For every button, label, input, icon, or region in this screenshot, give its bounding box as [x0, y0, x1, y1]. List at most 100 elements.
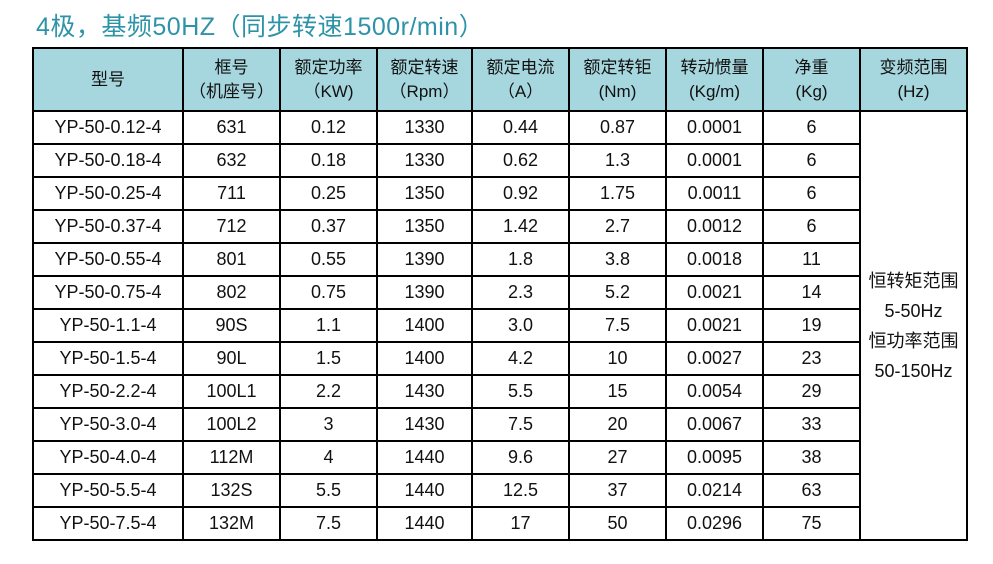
table-cell: 1400	[376, 341, 473, 376]
table-cell: 0.0018	[665, 242, 764, 277]
table-cell: 712	[182, 209, 281, 244]
table-cell: 0.37	[279, 209, 378, 244]
table-cell: 0.75	[279, 275, 378, 310]
table-cell: 6	[762, 143, 861, 178]
header-cell: 额定电流 （A）	[471, 47, 570, 112]
table-cell: 2.7	[568, 209, 667, 244]
table-cell: 0.0095	[665, 440, 764, 475]
note-line: 恒功率范围	[868, 330, 959, 351]
table-cell: 9.6	[471, 440, 570, 475]
table-cell: 802	[182, 275, 281, 310]
table-cell: 132M	[182, 506, 281, 541]
table-cell: 100L2	[182, 407, 281, 442]
table-cell: 2.2	[279, 374, 378, 409]
header-line-1: 型号	[91, 69, 125, 89]
header-cell: 变频范围 (Hz)	[859, 47, 968, 112]
table-cell: 7.5	[568, 308, 667, 343]
table-cell: 0.87	[568, 110, 667, 145]
header-line-1: 额定电流	[486, 57, 555, 77]
motor-spec-table: 型号 框号 （机座号） 额定功率 （KW) 额定转速 （Rpm） 额定电流 （A） 额定转钜 (Nm…	[32, 47, 968, 541]
table-cell: 0.0214	[665, 473, 764, 508]
table-cell: 4	[279, 440, 378, 475]
table-cell: 1350	[376, 176, 473, 211]
table-cell: 0.0012	[665, 209, 764, 244]
table-cell: 12.5	[471, 473, 570, 508]
header-line-2: （KW)	[303, 81, 354, 101]
table-cell: 50	[568, 506, 667, 541]
table-cell: 23	[762, 341, 861, 376]
table-cell: 0.0054	[665, 374, 764, 409]
model-cell: YP-50-0.18-4	[32, 143, 184, 178]
table-cell: 90S	[182, 308, 281, 343]
table-cell: 27	[568, 440, 667, 475]
table-cell: 1.5	[279, 341, 378, 376]
table-cell: 0.0067	[665, 407, 764, 442]
note-line: 恒转矩范围	[868, 270, 959, 291]
table-cell: 0.44	[471, 110, 570, 145]
table-cell: 1440	[376, 440, 473, 475]
table-cell: 14	[762, 275, 861, 310]
table-row: YP-50-0.12-4 631 0.12 1330 0.44 0.87 0.0001 6 恒转…	[32, 110, 968, 541]
table-cell: 3.0	[471, 308, 570, 343]
table-cell: 0.25	[279, 176, 378, 211]
model-cell: YP-50-0.37-4	[32, 209, 184, 244]
frequency-range-note: 恒转矩范围 5-50Hz 恒功率范围 50-150Hz	[859, 110, 968, 541]
model-cell: YP-50-1.5-4	[32, 341, 184, 376]
table-cell: 0.55	[279, 242, 378, 277]
table-cell: 100L1	[182, 374, 281, 409]
table-cell: 1400	[376, 308, 473, 343]
table-cell: 38	[762, 440, 861, 475]
header-line-2: (Hz)	[897, 81, 930, 101]
table-cell: 1.1	[279, 308, 378, 343]
header-cell: 转动惯量 (Kg/m)	[665, 47, 764, 112]
header-line-1: 额定功率	[294, 57, 363, 77]
table-cell: 0.62	[471, 143, 570, 178]
header-line-1: 框号	[214, 57, 249, 77]
table-row: YP-50-0.37-4 712 0.37 1350 1.42 2.7 0.0012 6	[32, 209, 967, 244]
table-cell: 0.18	[279, 143, 378, 178]
header-cell: 净重 (Kg)	[762, 47, 861, 112]
table-cell: 2.3	[471, 275, 570, 310]
header-line-1: 净重	[794, 57, 829, 77]
table-cell: 63	[762, 473, 861, 508]
table-row: YP-50-5.5-4 132S 5.5 1440 12.5 37 0.0214 63	[32, 473, 967, 508]
header-line-1: 变频范围	[879, 57, 948, 77]
note-line: 50-150Hz	[874, 360, 953, 381]
table-cell: 711	[182, 176, 281, 211]
table-row: YP-50-0.75-4 802 0.75 1390 2.3 5.2 0.0021 14	[32, 275, 967, 310]
table-cell: 1390	[376, 242, 473, 277]
header-cell: 额定功率 （KW)	[279, 47, 378, 112]
table-row: YP-50-0.55-4 801 0.55 1390 1.8 3.8 0.0018 11	[32, 242, 967, 277]
table-row: YP-50-7.5-4 132M 7.5 1440 17 50 0.0296 75	[32, 506, 967, 541]
table-row: YP-50-3.0-4 100L2 3 1430 7.5 20 0.0067 33	[32, 407, 967, 442]
table-cell: 5.5	[471, 374, 570, 409]
table-cell: 1430	[376, 374, 473, 409]
table-cell: 17	[471, 506, 570, 541]
table-cell: 5.5	[279, 473, 378, 508]
table-cell: 801	[182, 242, 281, 277]
table-cell: 112M	[182, 440, 281, 475]
table-cell: 1440	[376, 506, 473, 541]
header-line-2: (Kg/m)	[689, 81, 740, 101]
table-body: YP-50-0.12-4 631 0.12 1330 0.44 0.87 0.0001 6 恒转…	[32, 110, 968, 541]
model-cell: YP-50-0.55-4	[32, 242, 184, 277]
table-row: YP-50-1.1-4 90S 1.1 1400 3.0 7.5 0.0021 19	[32, 308, 967, 343]
table-cell: 4.2	[471, 341, 570, 376]
table-cell: 75	[762, 506, 861, 541]
model-cell: YP-50-3.0-4	[32, 407, 184, 442]
model-cell: YP-50-7.5-4	[32, 506, 184, 541]
header-line-1: 额定转钜	[583, 57, 652, 77]
table-row: YP-50-0.25-4 711 0.25 1350 0.92 1.75 0.0011 6	[32, 176, 967, 211]
table-cell: 11	[762, 242, 861, 277]
table-cell: 7.5	[471, 407, 570, 442]
model-cell: YP-50-1.1-4	[32, 308, 184, 343]
table-cell: 1390	[376, 275, 473, 310]
header-line-2: (Nm)	[598, 81, 637, 101]
model-cell: YP-50-0.25-4	[32, 176, 184, 211]
table-cell: 1330	[376, 110, 473, 145]
table-cell: 6	[762, 176, 861, 211]
table-cell: 0.12	[279, 110, 378, 145]
table-cell: 0.0001	[665, 143, 764, 178]
table-cell: 1350	[376, 209, 473, 244]
table-cell: 90L	[182, 341, 281, 376]
